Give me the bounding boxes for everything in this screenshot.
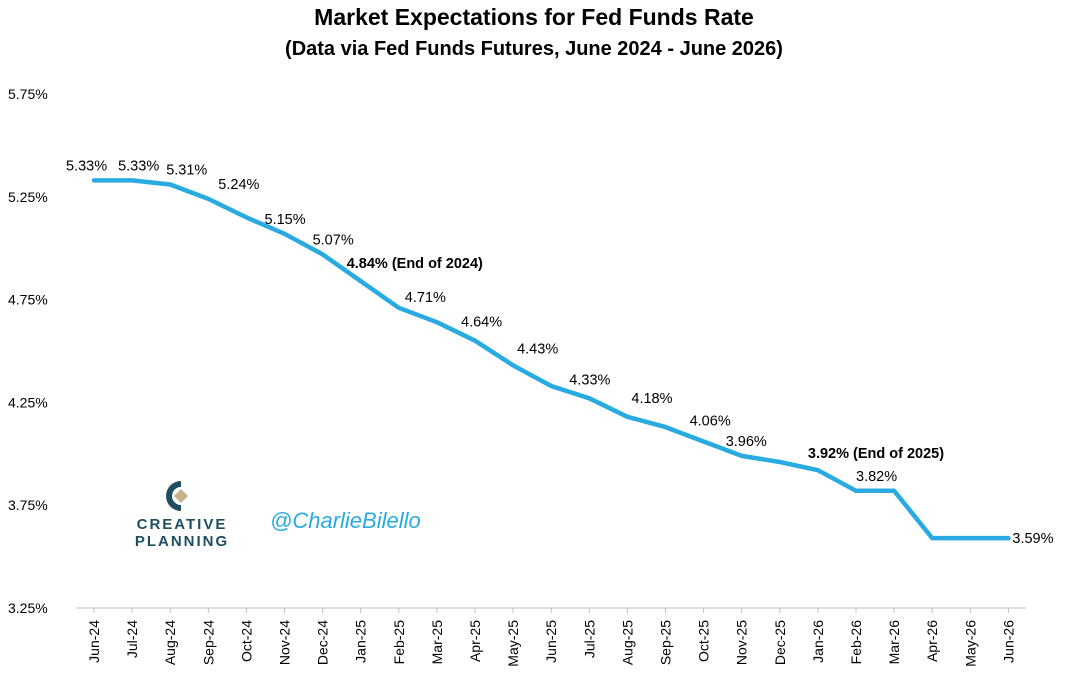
data-label: 5.07% [313, 232, 354, 248]
x-tick-label: Mar-25 [429, 620, 445, 665]
y-tick-label: 5.25% [8, 189, 48, 205]
x-tick-label: May-25 [505, 620, 521, 667]
x-tick-label: Sep-25 [658, 620, 674, 665]
x-tick-label: Jun-26 [1000, 620, 1016, 663]
x-tick-label: Jan-26 [810, 620, 826, 663]
y-tick-label: 4.75% [8, 292, 48, 308]
x-tick-label: Oct-24 [238, 620, 254, 662]
data-label: 5.33% [118, 158, 159, 174]
y-tick-label: 3.75% [8, 497, 48, 513]
data-label: 3.59% [1012, 531, 1053, 547]
twitter-handle: @CharlieBilello [270, 508, 421, 533]
creative-planning-logo-icon [166, 480, 197, 512]
data-label: 4.43% [517, 341, 558, 357]
data-label: 4.33% [569, 372, 610, 388]
data-label: 4.06% [690, 413, 731, 429]
data-label: 4.64% [461, 315, 502, 331]
x-tick-label: Jan-25 [353, 620, 369, 663]
y-tick-label: 5.75% [8, 86, 48, 102]
data-label: 4.18% [631, 391, 672, 407]
data-label: 3.82% [856, 469, 897, 485]
y-tick-label: 3.25% [8, 600, 48, 616]
x-tick-label: Sep-24 [200, 620, 216, 665]
y-tick-label: 4.25% [8, 394, 48, 410]
data-label: 5.31% [166, 162, 207, 178]
x-tick-label: Apr-25 [467, 620, 483, 662]
data-labels: 5.33% 5.33% 5.31% 5.24% 5.15% 5.07% 4.84% (End… [66, 158, 1054, 547]
chart-title: Market Expectations for Fed Funds Rate [314, 4, 754, 30]
data-label: 5.33% [66, 158, 107, 174]
x-tick-label: Feb-25 [391, 620, 407, 665]
x-tick-label: Dec-24 [315, 620, 331, 665]
data-label: 5.24% [218, 177, 259, 193]
x-tick-label: Mar-26 [886, 620, 902, 665]
data-label: 3.96% [726, 434, 767, 450]
logo-text-line1: CREATIVE [136, 516, 228, 533]
x-tick-label: Jul-24 [124, 620, 140, 658]
x-tick-label: May-26 [962, 620, 978, 667]
data-label: 4.71% [405, 290, 446, 306]
chart-subtitle: (Data via Fed Funds Futures, June 2024 -… [285, 38, 783, 60]
data-label: 3.92% (End of 2025) [808, 446, 944, 462]
x-tick-label: Apr-26 [924, 620, 940, 662]
x-axis: Jun-24 Jul-24 Aug-24 Sep-24 Oct-24 Nov-24 Dec-… [76, 607, 1026, 667]
x-tick-label: Jul-25 [581, 620, 597, 658]
y-axis-ticks: 3.25% 3.75% 4.25% 4.75% 5.25% 5.75% [8, 86, 48, 616]
data-label: 5.15% [265, 212, 306, 228]
x-tick-label: Nov-25 [734, 620, 750, 665]
series-line [91, 178, 1011, 541]
series-line-group [91, 178, 1011, 541]
x-tick-label: Nov-24 [277, 620, 293, 665]
x-tick-label: Aug-24 [162, 620, 178, 665]
data-label: 4.84% (End of 2024) [347, 256, 483, 272]
creative-planning-logo: CREATIVE PLANNING [126, 480, 238, 552]
x-tick-label: Oct-25 [696, 620, 712, 662]
x-tick-label: Feb-26 [848, 620, 864, 665]
x-tick-label: Dec-25 [772, 620, 788, 665]
x-tick-label: Jun-25 [543, 620, 559, 663]
x-tick-label: Aug-25 [619, 620, 635, 665]
logo-text-line2: PLANNING [134, 533, 230, 550]
x-tick-label: Jun-24 [86, 620, 102, 663]
